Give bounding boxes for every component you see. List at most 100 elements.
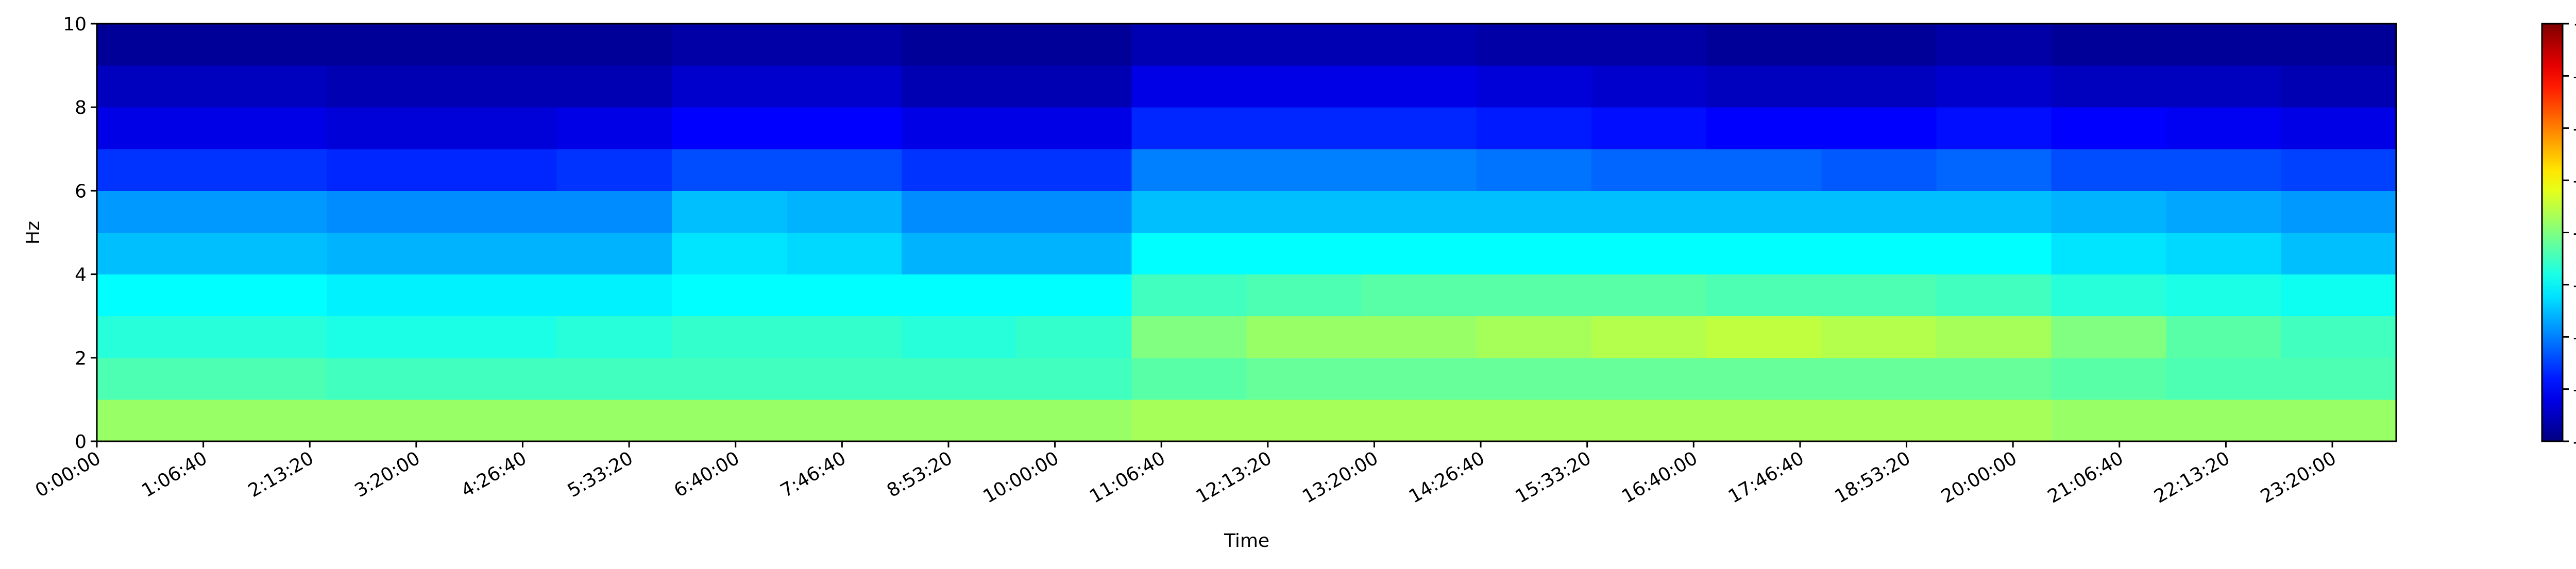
spectrogram-cell <box>556 399 672 442</box>
spectrogram-cell <box>2051 24 2167 66</box>
spectrogram-cell <box>2166 399 2282 442</box>
spectrogram-cell <box>212 316 327 358</box>
spectrogram-cell <box>2281 65 2397 108</box>
x-tick-label: 3:20:00 <box>351 447 424 502</box>
colorbar-tick-label: -10 dB <box>2573 66 2576 87</box>
spectrogram-cell <box>786 65 902 108</box>
spectrogram-cell <box>2166 232 2282 275</box>
spectrogram-cell <box>1936 191 2052 233</box>
spectrogram-cell <box>327 316 442 358</box>
spectrogram-cell <box>2051 399 2167 442</box>
spectrogram-cell <box>2166 107 2282 149</box>
spectrogram-cell <box>1821 149 1937 191</box>
spectrogram-cell <box>902 232 1017 275</box>
spectrogram-cell <box>97 191 212 233</box>
spectrogram-cell <box>2051 357 2167 400</box>
spectrogram-cell <box>1821 24 1937 66</box>
spectrogram-cell <box>1706 149 1822 191</box>
spectrogram-cell <box>97 24 212 66</box>
spectrogram-cell <box>671 232 787 275</box>
spectrogram-cell <box>2281 191 2397 233</box>
x-tick-label: 14:26:40 <box>1405 447 1488 507</box>
spectrogram-cell <box>1706 65 1822 108</box>
y-tick-label: 2 <box>75 348 87 369</box>
spectrogram-cell <box>2166 24 2282 66</box>
spectrogram-cell <box>1476 316 1592 358</box>
spectrogram-cell <box>1591 274 1707 317</box>
colorbar-tick-label: -70 dB <box>2573 380 2576 401</box>
spectrogram-cell <box>212 24 327 66</box>
colorbar-tick-label: -80 dB <box>2573 432 2576 453</box>
spectrogram-cell <box>97 274 212 317</box>
spectrogram-cell <box>902 24 1017 66</box>
spectrogram-cell <box>1821 65 1937 108</box>
spectrogram-cell <box>1476 24 1592 66</box>
spectrogram-cell <box>786 357 902 400</box>
spectrogram-cell <box>1361 399 1477 442</box>
spectrogram-cell <box>442 149 557 191</box>
spectrogram-cell <box>1591 191 1707 233</box>
spectrogram-cell <box>902 399 1017 442</box>
spectrogram-cell <box>2051 107 2167 149</box>
spectrogram-cell <box>1361 65 1477 108</box>
x-tick-label: 22:13:20 <box>2150 447 2233 507</box>
colorbar-tick-label: -40 dB <box>2573 223 2576 244</box>
spectrogram-cell <box>786 232 902 275</box>
x-tick-label: 15:33:20 <box>1512 447 1595 507</box>
x-tick-label: 16:40:00 <box>1618 447 1701 507</box>
spectrogram-cell <box>1821 399 1937 442</box>
x-tick-label: 11:06:40 <box>1086 447 1169 507</box>
spectrogram-cell <box>1016 149 1132 191</box>
spectrogram-cell <box>2051 65 2167 108</box>
spectrogram-cell <box>1246 232 1362 275</box>
spectrogram-cell <box>1131 107 1247 149</box>
colorbar-tick-label: +0 dB <box>2573 14 2576 35</box>
spectrogram-cell <box>1246 399 1362 442</box>
spectrogram-cell <box>671 65 787 108</box>
spectrogram-cell <box>327 232 442 275</box>
spectrogram-cell <box>1361 232 1477 275</box>
spectrogram-cell <box>1706 399 1822 442</box>
spectrogram-cell <box>1821 357 1937 400</box>
spectrogram-cell <box>1246 107 1362 149</box>
spectrogram-cell <box>556 191 672 233</box>
spectrogram-cell <box>556 357 672 400</box>
spectrogram-cell <box>327 24 442 66</box>
spectrogram-cell <box>1591 232 1707 275</box>
spectrogram-cell <box>556 316 672 358</box>
spectrogram-cell <box>2051 149 2167 191</box>
spectrogram-cell <box>1131 399 1247 442</box>
spectrogram-cell <box>1821 316 1937 358</box>
y-tick-label: 6 <box>75 181 87 202</box>
spectrogram-cell <box>1246 357 1362 400</box>
spectrogram-cell <box>442 232 557 275</box>
spectrogram-cell <box>2281 24 2397 66</box>
spectrogram-cell <box>1131 149 1247 191</box>
spectrogram-cell <box>1936 232 2052 275</box>
x-tick-label: 10:00:00 <box>980 447 1063 507</box>
colorbar <box>2541 23 2564 442</box>
spectrogram-cell <box>786 316 902 358</box>
x-tick-label: 23:20:00 <box>2257 447 2340 507</box>
spectrogram-cell <box>2051 274 2167 317</box>
spectrogram-cell <box>1591 24 1707 66</box>
spectrogram-cell <box>97 232 212 275</box>
spectrogram-cell <box>1246 274 1362 317</box>
spectrogram-cell <box>902 274 1017 317</box>
spectrogram-cell <box>442 65 557 108</box>
spectrogram-cell <box>671 149 787 191</box>
spectrogram-cell <box>97 357 212 400</box>
x-tick-label: 17:46:40 <box>1725 447 1808 507</box>
spectrogram-cell <box>1016 274 1132 317</box>
spectrogram-cell <box>1706 357 1822 400</box>
spectrogram-cell <box>2051 232 2167 275</box>
spectrogram-cell <box>671 24 787 66</box>
spectrogram-cell <box>212 191 327 233</box>
spectrogram-cell <box>1361 191 1477 233</box>
spectrogram-cell <box>2166 274 2282 317</box>
spectrogram-cell <box>1016 357 1132 400</box>
spectrogram-cell <box>556 65 672 108</box>
spectrogram-cell <box>786 107 902 149</box>
spectrogram-cell <box>212 357 327 400</box>
